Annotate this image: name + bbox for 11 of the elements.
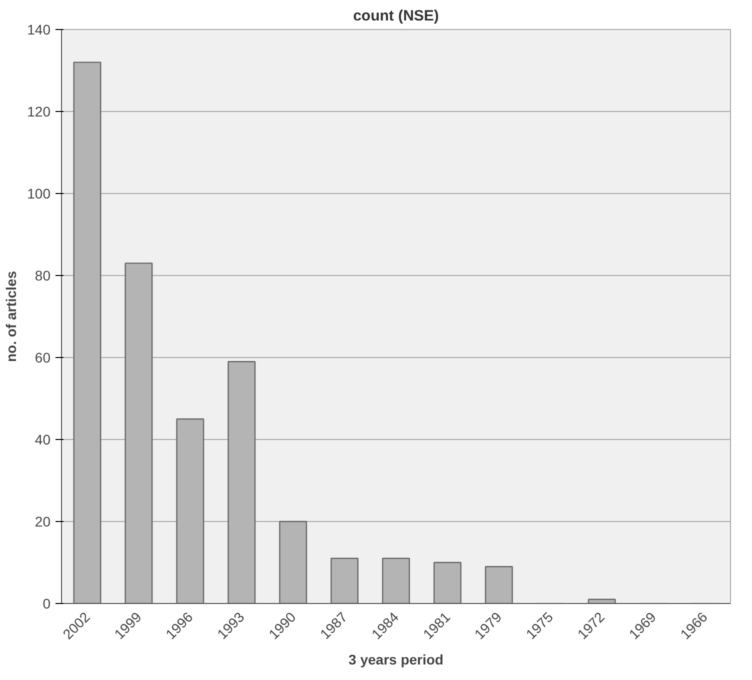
y-tick-label: 20 [34,514,51,530]
y-tick-label: 40 [34,432,51,448]
y-tick-label: 0 [42,596,51,612]
x-axis-title: 3 years period [348,652,444,668]
y-tick-label: 80 [34,268,51,284]
y-tick-label: 120 [27,104,51,120]
chart-title: count (NSE) [353,8,439,24]
y-axis-title: no. of articles [3,270,20,362]
y-tick-label: 100 [27,186,51,202]
y-tick-label: 60 [34,350,51,366]
y-tick-label: 140 [27,22,51,38]
